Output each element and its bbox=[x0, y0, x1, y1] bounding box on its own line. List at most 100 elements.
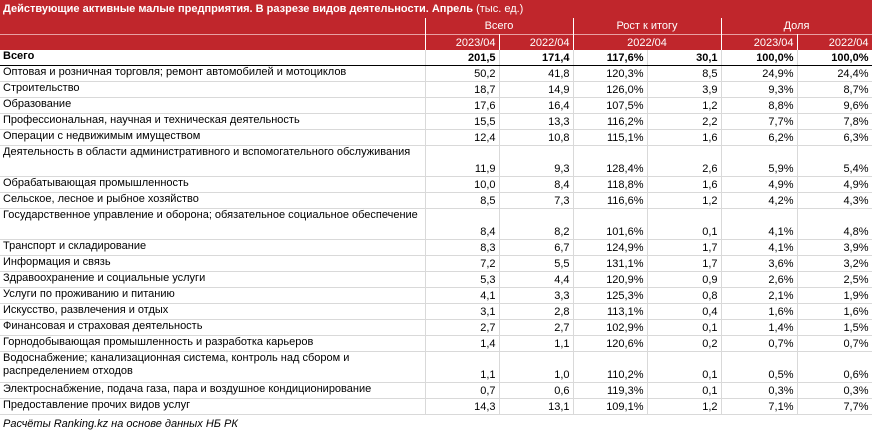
cell-value: 10,0 bbox=[425, 176, 500, 193]
row-label: Транспорт и складирование bbox=[0, 239, 426, 256]
cell-value: 0,2 bbox=[647, 335, 722, 352]
header-period: 2022/04 bbox=[573, 34, 722, 50]
cell-value: 7,2 bbox=[425, 255, 500, 272]
cell-value: 5,4% bbox=[797, 145, 872, 177]
cell-value: 5,5 bbox=[499, 255, 574, 272]
cell-value: 2,7 bbox=[499, 319, 574, 336]
row-label: Услуги по проживанию и питанию bbox=[0, 287, 426, 304]
cell-value: 13,1 bbox=[499, 398, 574, 415]
table-row: Операции с недвижимым имуществом 12,4 10,8… bbox=[0, 129, 872, 146]
cell-value: 11,9 bbox=[425, 145, 500, 177]
table-row: Горнодобывающая промышленность и разрабо… bbox=[0, 335, 872, 352]
cell-value: 5,3 bbox=[425, 271, 500, 288]
cell-value: 30,1 bbox=[647, 50, 722, 66]
cell-value: 10,8 bbox=[499, 129, 574, 146]
cell-value: 4,1 bbox=[425, 287, 500, 304]
cell-value: 1,1 bbox=[425, 351, 500, 383]
cell-value: 115,1% bbox=[573, 129, 648, 146]
cell-value: 1,0 bbox=[499, 351, 574, 383]
cell-value: 1,4% bbox=[721, 319, 798, 336]
cell-value: 24,4% bbox=[797, 65, 872, 82]
cell-value: 0,7% bbox=[721, 335, 798, 352]
cell-value: 1,6 bbox=[647, 176, 722, 193]
cell-value: 4,1% bbox=[721, 239, 798, 256]
table-row: Оптовая и розничная торговля; ремонт авт… bbox=[0, 65, 872, 82]
cell-value: 0,8 bbox=[647, 287, 722, 304]
cell-value: 2,2 bbox=[647, 113, 722, 130]
cell-value: 6,2% bbox=[721, 129, 798, 146]
cell-value: 3,1 bbox=[425, 303, 500, 320]
row-label: Финансовая и страховая деятельность bbox=[0, 319, 426, 336]
cell-value: 41,8 bbox=[499, 65, 574, 82]
cell-value: 0,1 bbox=[647, 382, 722, 399]
cell-value: 3,9 bbox=[647, 81, 722, 98]
cell-value: 4,8% bbox=[797, 208, 872, 240]
row-label: Искусство, развлечения и отдых bbox=[0, 303, 426, 320]
cell-value: 8,2 bbox=[499, 208, 574, 240]
cell-value: 118,8% bbox=[573, 176, 648, 193]
row-label: Всего bbox=[0, 50, 426, 66]
cell-value: 4,4 bbox=[499, 271, 574, 288]
cell-value: 1,7 bbox=[647, 255, 722, 272]
cell-value: 14,3 bbox=[425, 398, 500, 415]
cell-value: 2,1% bbox=[721, 287, 798, 304]
table-row: Образование 17,6 16,4 107,5% 1,2 8,8% 9,6% bbox=[0, 97, 872, 114]
header-row-periods: 2023/04 2022/04 2022/04 2023/04 2022/04 bbox=[0, 34, 872, 50]
header-period: 2022/04 bbox=[797, 34, 872, 50]
cell-value: 13,3 bbox=[499, 113, 574, 130]
row-label: Информация и связь bbox=[0, 255, 426, 272]
table-row: Финансовая и страховая деятельность 2,7 2,… bbox=[0, 319, 872, 336]
table-row: Здравоохранение и социальные услуги 5,3 4,… bbox=[0, 271, 872, 288]
cell-value: 100,0% bbox=[721, 50, 798, 66]
cell-value: 7,3 bbox=[499, 192, 574, 209]
cell-value: 1,2 bbox=[647, 398, 722, 415]
cell-value: 4,3% bbox=[797, 192, 872, 209]
row-label: Сельское, лесное и рыбное хозяйство bbox=[0, 192, 426, 209]
cell-value: 16,4 bbox=[499, 97, 574, 114]
table-row: Государственное управление и оборона; об… bbox=[0, 208, 872, 240]
cell-value: 6,3% bbox=[797, 129, 872, 146]
cell-value: 2,6% bbox=[721, 271, 798, 288]
header-period: 2022/04 bbox=[499, 34, 574, 50]
cell-value: 2,5% bbox=[797, 271, 872, 288]
table-title: Действующие активные малые предприятия. … bbox=[0, 0, 872, 18]
cell-value: 2,6 bbox=[647, 145, 722, 177]
cell-value: 3,6% bbox=[721, 255, 798, 272]
cell-value: 0,1 bbox=[647, 208, 722, 240]
cell-value: 116,6% bbox=[573, 192, 648, 209]
cell-value: 1,9% bbox=[797, 287, 872, 304]
cell-value: 0,9 bbox=[647, 271, 722, 288]
cell-value: 1,6% bbox=[797, 303, 872, 320]
cell-value: 4,9% bbox=[797, 176, 872, 193]
header-row-groups: Всего Рост к итогу Доля bbox=[0, 18, 872, 35]
cell-value: 0,7 bbox=[425, 382, 500, 399]
cell-value: 0,6 bbox=[499, 382, 574, 399]
cell-value: 4,1% bbox=[721, 208, 798, 240]
table-row: Электроснабжение, подача газа, пара и во… bbox=[0, 382, 872, 399]
table-row: Деятельность в области административного… bbox=[0, 145, 872, 177]
cell-value: 50,2 bbox=[425, 65, 500, 82]
header-group-growth: Рост к итогу bbox=[573, 18, 722, 35]
header-empty bbox=[0, 18, 426, 35]
cell-value: 9,3 bbox=[499, 145, 574, 177]
row-label: Операции с недвижимым имуществом bbox=[0, 129, 426, 146]
cell-value: 3,9% bbox=[797, 239, 872, 256]
row-label: Здравоохранение и социальные услуги bbox=[0, 271, 426, 288]
header-group-share: Доля bbox=[721, 18, 872, 35]
cell-value: 7,7% bbox=[721, 113, 798, 130]
table-row: Сельское, лесное и рыбное хозяйство 8,5 7,… bbox=[0, 192, 872, 209]
cell-value: 119,3% bbox=[573, 382, 648, 399]
header-empty-2 bbox=[0, 34, 426, 50]
cell-value: 0,3% bbox=[797, 382, 872, 399]
table-row-total: Всего 201,5 171,4 117,6% 30,1 100,0% 100,0% bbox=[0, 50, 872, 66]
cell-value: 107,5% bbox=[573, 97, 648, 114]
cell-value: 8,4 bbox=[425, 208, 500, 240]
cell-value: 110,2% bbox=[573, 351, 648, 383]
cell-value: 4,9% bbox=[721, 176, 798, 193]
cell-value: 120,9% bbox=[573, 271, 648, 288]
cell-value: 1,6% bbox=[721, 303, 798, 320]
cell-value: 109,1% bbox=[573, 398, 648, 415]
table-row: Предоставление прочих видов услуг 14,3 13,… bbox=[0, 398, 872, 415]
table-row: Транспорт и складирование 8,3 6,7 124,9% 1,7… bbox=[0, 239, 872, 256]
cell-value: 128,4% bbox=[573, 145, 648, 177]
